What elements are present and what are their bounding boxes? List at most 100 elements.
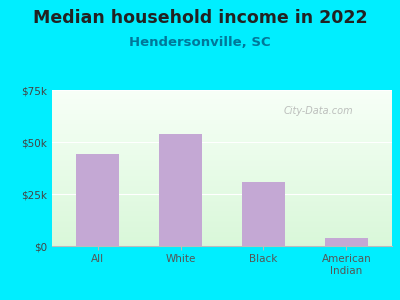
- Bar: [52, 229, 392, 230]
- Bar: [52, 137, 392, 138]
- Bar: [52, 164, 392, 165]
- Bar: [52, 220, 392, 221]
- Bar: [52, 148, 392, 149]
- Bar: [52, 237, 392, 238]
- Bar: [52, 201, 392, 202]
- Bar: [52, 234, 392, 235]
- Bar: [52, 135, 392, 136]
- Bar: [52, 221, 392, 222]
- Bar: [52, 240, 392, 241]
- Bar: [52, 208, 392, 209]
- Bar: [52, 145, 392, 146]
- Bar: [52, 196, 392, 197]
- Bar: [52, 115, 392, 116]
- Bar: [52, 152, 392, 153]
- Bar: [52, 225, 392, 226]
- Bar: [52, 144, 392, 145]
- Bar: [52, 155, 392, 156]
- Text: City-Data.com: City-Data.com: [283, 106, 353, 116]
- Bar: [52, 213, 392, 214]
- Bar: [52, 95, 392, 96]
- Bar: [52, 199, 392, 200]
- Bar: [52, 214, 392, 215]
- Bar: [52, 104, 392, 105]
- Bar: [52, 159, 392, 160]
- Bar: [52, 141, 392, 142]
- Bar: [52, 236, 392, 237]
- Bar: [159, 134, 202, 246]
- Bar: [52, 129, 392, 130]
- Bar: [52, 187, 392, 188]
- Bar: [52, 180, 392, 181]
- Bar: [325, 238, 368, 246]
- Bar: [52, 189, 392, 190]
- Bar: [52, 142, 392, 143]
- Bar: [52, 105, 392, 106]
- Bar: [52, 212, 392, 213]
- Bar: [52, 146, 392, 147]
- Bar: [52, 178, 392, 179]
- Bar: [52, 173, 392, 174]
- Bar: [52, 192, 392, 193]
- Bar: [52, 172, 392, 173]
- Bar: [52, 111, 392, 112]
- Bar: [52, 233, 392, 234]
- Bar: [52, 177, 392, 178]
- Bar: [52, 99, 392, 100]
- Bar: [52, 202, 392, 203]
- Bar: [52, 218, 392, 219]
- Bar: [52, 216, 392, 217]
- Bar: [52, 102, 392, 103]
- Bar: [52, 167, 392, 168]
- Bar: [52, 211, 392, 212]
- Bar: [52, 168, 392, 169]
- Bar: [52, 103, 392, 104]
- Bar: [52, 100, 392, 101]
- Bar: [52, 182, 392, 183]
- Bar: [52, 149, 392, 150]
- Bar: [52, 186, 392, 187]
- Bar: [52, 107, 392, 108]
- Bar: [52, 165, 392, 166]
- Bar: [76, 154, 119, 246]
- Bar: [52, 101, 392, 102]
- Bar: [52, 128, 392, 129]
- Bar: [52, 198, 392, 199]
- Bar: [52, 158, 392, 159]
- Bar: [52, 200, 392, 201]
- Bar: [52, 195, 392, 196]
- Bar: [52, 132, 392, 133]
- Bar: [52, 123, 392, 124]
- Bar: [52, 140, 392, 141]
- Bar: [52, 106, 392, 107]
- Bar: [52, 215, 392, 216]
- Bar: [52, 175, 392, 176]
- Bar: [52, 157, 392, 158]
- Bar: [52, 126, 392, 127]
- Bar: [52, 238, 392, 239]
- Bar: [52, 194, 392, 195]
- Bar: [52, 92, 392, 93]
- Bar: [52, 174, 392, 175]
- Bar: [52, 203, 392, 204]
- Bar: [52, 150, 392, 151]
- Text: Hendersonville, SC: Hendersonville, SC: [129, 36, 271, 49]
- Bar: [52, 120, 392, 121]
- Bar: [52, 124, 392, 125]
- Bar: [52, 197, 392, 198]
- Bar: [52, 185, 392, 186]
- Bar: [52, 223, 392, 224]
- Bar: [52, 244, 392, 245]
- Bar: [52, 209, 392, 210]
- Bar: [52, 163, 392, 164]
- Bar: [52, 239, 392, 240]
- Bar: [52, 133, 392, 134]
- Bar: [52, 90, 392, 91]
- Bar: [52, 210, 392, 211]
- Bar: [52, 241, 392, 242]
- Bar: [52, 98, 392, 99]
- Bar: [52, 176, 392, 177]
- Bar: [52, 231, 392, 232]
- Bar: [52, 183, 392, 184]
- Bar: [52, 206, 392, 207]
